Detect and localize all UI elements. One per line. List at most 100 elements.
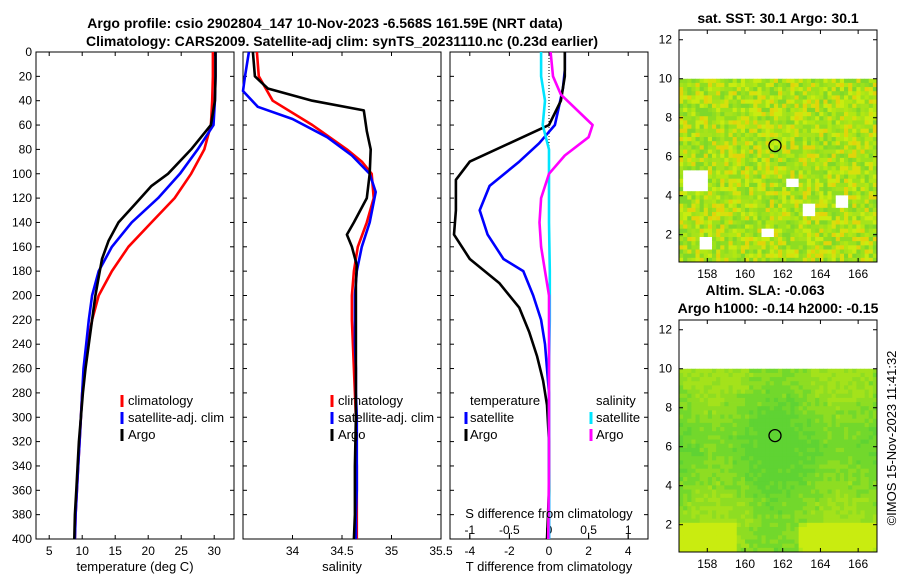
heatmap-cell [786, 460, 791, 465]
heatmap-cell [790, 377, 795, 382]
heatmap-cell [699, 468, 705, 474]
heatmap-cell [736, 207, 742, 213]
heatmap-cell [802, 174, 808, 180]
heatmap-cell [712, 547, 717, 553]
heatmap-cell [835, 547, 841, 553]
heatmap-cell [786, 241, 791, 246]
heatmap-cell [757, 506, 762, 511]
heatmap-cell [806, 452, 812, 457]
heatmap-cell [872, 527, 878, 532]
heatmap-cell [745, 422, 750, 428]
heatmap-cell [811, 253, 816, 259]
heatmap-cell [679, 91, 684, 96]
heatmap-cell [687, 253, 692, 259]
legend-salinity-title: salinity [596, 393, 636, 408]
heatmap-cell [753, 464, 758, 470]
heatmap-cell [868, 439, 874, 445]
heatmap-cell [736, 368, 742, 374]
series-t-argo [452, 52, 567, 540]
heatmap-cell [872, 381, 878, 386]
heatmap-cell [765, 120, 771, 125]
heatmap-cell [712, 431, 717, 436]
heatmap-cell [798, 191, 804, 196]
heatmap-cell [864, 228, 870, 234]
heatmap-cell [872, 368, 878, 374]
heatmap-cell [782, 514, 787, 520]
heatmap-cell [753, 439, 758, 445]
heatmap-cell [827, 493, 833, 499]
heatmap-cell [683, 522, 688, 528]
depth-tick-label: 340 [12, 459, 32, 473]
heatmap-cell [687, 506, 692, 511]
legend-temperature-title: temperature [470, 393, 540, 408]
heatmap-cell [724, 99, 729, 105]
heatmap-cell [794, 237, 800, 242]
heatmap-cell [728, 493, 734, 499]
heatmap-cell [732, 485, 738, 490]
heatmap-cell [860, 82, 866, 88]
heatmap-cell [761, 489, 767, 495]
heatmap-cell [794, 166, 800, 171]
heatmap-cell [695, 527, 701, 532]
heatmap-cell [790, 182, 795, 188]
heatmap-cell [798, 95, 804, 100]
heatmap-cell [712, 385, 717, 390]
heatmap-cell [844, 393, 849, 399]
heatmap-cell [844, 107, 849, 113]
heatmap-cell [782, 87, 787, 92]
heatmap-cell [703, 418, 709, 424]
heatmap-cell [852, 241, 857, 246]
heatmap-cell [773, 78, 779, 84]
heatmap-cell [868, 406, 874, 411]
heatmap-cell [695, 456, 701, 461]
heatmap-cell [720, 510, 725, 515]
heatmap-cell [691, 477, 696, 482]
heatmap-cell [798, 368, 804, 374]
heatmap-cell [827, 199, 833, 205]
heatmap-cell [819, 418, 824, 424]
heatmap-cell [707, 402, 713, 407]
heatmap-cell [745, 178, 750, 184]
heatmap-cell [844, 220, 849, 225]
heatmap-cell [802, 107, 808, 113]
heatmap-cell [679, 153, 684, 159]
heatmap-cell [691, 497, 696, 503]
heatmap-cell [740, 464, 746, 470]
s-diff-tick-label: 1 [625, 523, 632, 537]
heatmap-cell [856, 120, 861, 125]
heatmap-cell [794, 128, 800, 134]
heatmap-cell [831, 372, 837, 378]
heatmap-cell [856, 377, 861, 382]
heatmap-cell [856, 124, 861, 130]
heatmap-cell [815, 547, 820, 553]
heatmap-cell [687, 228, 692, 234]
heatmap-cell [811, 547, 816, 553]
heatmap-cell [703, 145, 709, 150]
heatmap-cell [757, 141, 762, 146]
heatmap-cell [848, 157, 853, 163]
heatmap-cell [794, 406, 800, 411]
heatmap-cell [794, 522, 800, 528]
x-tick-label: 5 [46, 544, 53, 558]
heatmap-cell [745, 224, 750, 230]
heatmap-cell [860, 393, 866, 399]
heatmap-cell [806, 547, 812, 553]
heatmap-cell [740, 174, 746, 180]
heatmap-cell [798, 174, 804, 180]
heatmap-cell [844, 216, 849, 221]
heatmap-cell [703, 547, 709, 553]
heatmap-cell [823, 527, 828, 532]
heatmap-cell [827, 120, 833, 125]
heatmap-cell [703, 141, 709, 146]
heatmap-cell [872, 543, 878, 549]
heatmap-cell [765, 241, 771, 246]
heatmap-cell [782, 124, 787, 130]
heatmap-cell [823, 477, 828, 482]
heatmap-cell [802, 368, 808, 374]
heatmap-cell [835, 245, 841, 250]
heatmap-cell [827, 228, 833, 234]
heatmap-cell [848, 132, 853, 138]
heatmap-cell [773, 224, 779, 230]
heatmap-cell [749, 216, 754, 221]
heatmap-cell [839, 99, 845, 105]
